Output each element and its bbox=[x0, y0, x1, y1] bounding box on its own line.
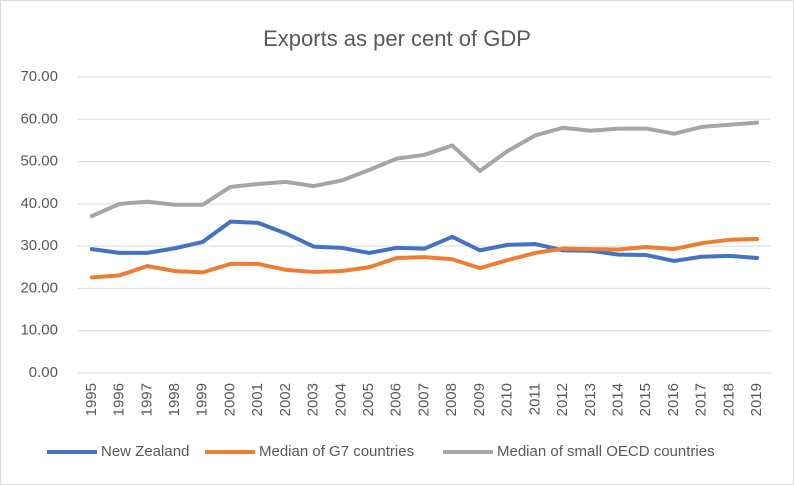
y-tick-label: 50.00 bbox=[20, 153, 58, 170]
x-tick-label: 1997 bbox=[138, 383, 155, 416]
legend-label: New Zealand bbox=[101, 443, 189, 460]
y-tick-label: 60.00 bbox=[20, 110, 58, 127]
x-tick-label: 2002 bbox=[277, 383, 294, 416]
x-tick-label: 1996 bbox=[111, 383, 128, 416]
x-tick-label: 2017 bbox=[693, 383, 710, 416]
legend-label: Median of G7 countries bbox=[259, 443, 414, 460]
x-tick-label: 2011 bbox=[526, 383, 543, 415]
chart-title: Exports as per cent of GDP bbox=[263, 26, 531, 51]
y-tick-label: 40.00 bbox=[20, 195, 58, 212]
x-tick-label: 2009 bbox=[471, 383, 488, 416]
x-tick-label: 2012 bbox=[554, 383, 571, 416]
x-tick-label: 2013 bbox=[582, 383, 599, 416]
y-tick-label: 0.00 bbox=[29, 364, 58, 381]
legend-label: Median of small OECD countries bbox=[497, 443, 715, 460]
y-tick-label: 10.00 bbox=[20, 322, 58, 339]
series-line bbox=[89, 236, 760, 280]
x-tick-label: 2003 bbox=[305, 383, 322, 416]
y-tick-label: 30.00 bbox=[20, 237, 58, 254]
x-tick-label: 2004 bbox=[332, 383, 349, 416]
x-tick-label: 1995 bbox=[83, 383, 100, 416]
x-tick-label: 2010 bbox=[499, 383, 516, 416]
x-tick-label: 2001 bbox=[249, 383, 266, 416]
x-tick-label: 1999 bbox=[194, 383, 211, 416]
x-tick-label: 2019 bbox=[748, 383, 765, 416]
x-tick-label: 2005 bbox=[360, 383, 377, 416]
x-tick-label: 1998 bbox=[166, 383, 183, 416]
x-tick-label: 2007 bbox=[415, 383, 432, 416]
y-tick-label: 20.00 bbox=[20, 279, 58, 296]
series-line bbox=[89, 120, 760, 219]
x-tick-label: 2008 bbox=[443, 383, 460, 416]
x-tick-label: 2018 bbox=[720, 383, 737, 416]
x-tick-label: 2014 bbox=[610, 383, 627, 416]
x-tick-label: 2000 bbox=[221, 383, 238, 416]
x-tick-label: 2015 bbox=[637, 383, 654, 416]
y-tick-label: 70.00 bbox=[20, 68, 58, 85]
x-tick-label: 2016 bbox=[665, 383, 682, 416]
x-tick-label: 2006 bbox=[388, 383, 405, 416]
series-line bbox=[89, 219, 760, 263]
